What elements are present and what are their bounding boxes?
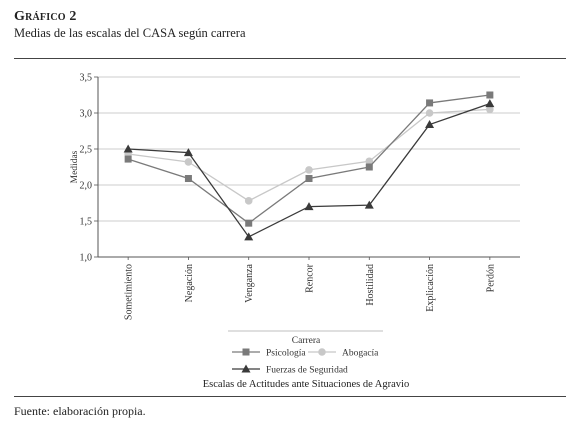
data-point [123, 144, 133, 153]
y-tick-label: 3,5 [80, 73, 93, 84]
data-point [365, 163, 373, 171]
data-point [244, 232, 254, 241]
legend-marker [242, 348, 250, 356]
data-point [305, 175, 313, 183]
y-tick-label: 3,0 [80, 109, 93, 120]
x-axis-label: Escalas de Actitudes ante Situaciones de… [203, 379, 409, 390]
data-point [486, 105, 494, 114]
data-point [365, 157, 374, 166]
y-tick-label: 2,5 [80, 145, 93, 156]
data-point [425, 109, 434, 117]
x-tick-label: Explicación [425, 264, 436, 312]
figure-title: Medias de las escalas del CASA según car… [14, 26, 246, 40]
legend-label: Psicología [266, 349, 306, 359]
data-point [244, 197, 253, 205]
y-tick-label: 2,0 [80, 181, 93, 192]
data-point [184, 158, 193, 166]
legend-label: Abogacía [342, 349, 379, 359]
data-point [304, 202, 314, 211]
figure-source: Fuente: elaboración propia. [14, 404, 146, 418]
data-point [305, 166, 313, 174]
y-axis-label: Medidas [70, 150, 80, 183]
data-point [245, 219, 253, 227]
bottom-rule [14, 396, 566, 397]
legend-marker [241, 364, 251, 373]
x-tick-label: Negación [184, 264, 195, 302]
legend-label: Fuerzas de Seguridad [266, 366, 348, 376]
legend-title: Carrera [292, 336, 321, 346]
data-point [124, 155, 132, 163]
data-point [425, 120, 435, 129]
figure-header: Gráfico 2 Medias de las escalas del CASA… [14, 9, 246, 41]
y-tick-label: 1,5 [80, 217, 93, 228]
data-point [486, 91, 494, 99]
data-point [184, 175, 192, 183]
data-point [485, 99, 495, 108]
x-tick-label: Rencor [305, 263, 316, 293]
legend-marker [318, 348, 326, 356]
figure-label: Gráfico 2 [14, 9, 77, 24]
y-tick-label: 1,0 [80, 253, 93, 264]
top-rule [14, 58, 566, 59]
data-point [364, 200, 374, 209]
x-tick-label: Sometimiento [124, 264, 135, 320]
line-chart: 1,0 1,5 2,0 2,5 3,0 3,5 Medidas Sometimiento Neg… [70, 73, 520, 390]
x-tick-label: Hostilidad [365, 264, 376, 306]
x-tick-label: Perdón [485, 264, 496, 292]
data-point [183, 148, 193, 157]
data-point [426, 99, 434, 107]
x-tick-label: Venganza [244, 263, 255, 302]
